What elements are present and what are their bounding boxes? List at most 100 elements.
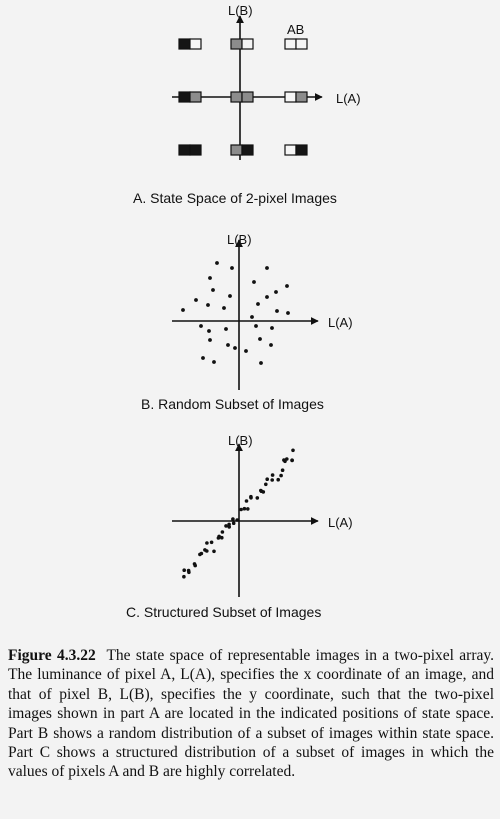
pixel-b <box>189 91 202 103</box>
image-dot <box>216 536 221 540</box>
image-dot <box>211 288 215 292</box>
image-dot <box>194 298 198 302</box>
image-dot <box>187 570 191 575</box>
image-dot <box>231 521 236 525</box>
panel-a-pair-label: AB <box>287 22 304 37</box>
figure-caption-text: The state space of representable images … <box>8 647 494 781</box>
image-dot <box>227 525 231 529</box>
image-dot <box>285 457 289 461</box>
pixel-a <box>284 91 297 103</box>
two-pixel-image <box>284 91 308 103</box>
two-pixel-image <box>284 144 308 156</box>
image-dot <box>242 506 247 511</box>
panel-b-random-subset: L(B) L(A) B. Random Subset of Images <box>141 232 353 412</box>
pixel-b <box>295 38 308 50</box>
figure-caption: Figure 4.3.22 The state space of represe… <box>8 646 494 782</box>
image-dot <box>275 309 279 313</box>
image-dot <box>255 496 260 500</box>
image-dot <box>269 343 273 347</box>
image-dot <box>181 308 185 312</box>
image-dot <box>254 324 258 328</box>
image-dot <box>270 473 275 477</box>
image-dot <box>215 261 219 265</box>
panel-b-dots <box>181 261 290 365</box>
panel-b-caption: B. Random Subset of Images <box>141 396 324 412</box>
image-dot <box>265 295 269 299</box>
pixel-b <box>189 38 202 50</box>
pixel-a <box>178 38 191 50</box>
image-dot <box>265 266 269 270</box>
image-dot <box>259 361 263 365</box>
image-dot <box>274 290 278 294</box>
panel-b-y-axis-label: L(B) <box>227 232 252 247</box>
image-dot <box>280 468 285 473</box>
image-dot <box>208 338 212 342</box>
panel-c-caption: C. Structured Subset of Images <box>126 604 321 620</box>
image-dot <box>279 473 283 478</box>
image-dot <box>224 524 228 528</box>
image-dot <box>291 448 295 453</box>
pixel-b <box>189 144 202 156</box>
image-dot <box>258 337 262 341</box>
image-dot <box>209 540 214 545</box>
image-dot <box>244 349 248 353</box>
image-dot <box>206 303 210 307</box>
image-dot <box>230 266 234 270</box>
image-dot <box>220 535 224 540</box>
pixel-a <box>230 144 243 156</box>
image-dot <box>228 294 232 298</box>
image-dot <box>220 530 225 534</box>
panel-c-dots <box>182 448 295 579</box>
image-dot <box>224 327 228 331</box>
image-dot <box>285 284 289 288</box>
image-dot <box>239 507 243 512</box>
two-pixel-image <box>178 91 202 103</box>
image-dot <box>207 329 211 333</box>
pixel-a <box>230 91 243 103</box>
two-pixel-image <box>230 91 254 103</box>
image-dot <box>193 563 197 568</box>
image-dot <box>270 478 275 482</box>
pixel-a <box>230 38 243 50</box>
panel-a-x-axis-label: L(A) <box>336 91 361 106</box>
image-dot <box>212 549 216 554</box>
image-dot <box>286 311 290 315</box>
image-dot <box>265 477 270 482</box>
image-dot <box>226 343 230 347</box>
image-dot <box>244 499 249 503</box>
image-dot <box>208 276 212 280</box>
image-dot <box>252 280 256 284</box>
image-dot <box>205 549 209 553</box>
image-dot <box>222 306 226 310</box>
image-dot <box>182 568 186 572</box>
image-dot <box>256 302 260 306</box>
image-dot <box>182 574 186 579</box>
panel-b-x-axis-label: L(A) <box>328 315 353 330</box>
image-dot <box>201 356 205 360</box>
two-pixel-image <box>230 38 254 50</box>
two-pixel-image <box>178 144 202 156</box>
panel-a-state-space: L(B) L(A) AB A. State Space of 2-pixel I… <box>133 3 361 206</box>
image-dot <box>205 541 209 545</box>
two-pixel-image <box>230 144 254 156</box>
image-dot <box>231 517 235 521</box>
image-dot <box>212 360 216 364</box>
image-dot <box>249 496 253 500</box>
panel-c-structured-subset: L(B) L(A) C. Structured Subset of Images <box>126 433 353 620</box>
pixel-b <box>241 144 254 156</box>
image-dot <box>264 482 268 487</box>
pixel-a <box>178 144 191 156</box>
image-dot <box>290 458 294 463</box>
image-dot <box>235 518 239 522</box>
image-dot <box>270 326 274 330</box>
pixel-a <box>178 91 191 103</box>
pixel-b <box>295 144 308 156</box>
panel-c-y-axis-label: L(B) <box>228 433 253 448</box>
pixel-b <box>295 91 308 103</box>
two-pixel-image <box>178 38 202 50</box>
panel-a-y-axis-label: L(B) <box>228 3 253 18</box>
image-dot <box>199 324 203 328</box>
figure-number: Figure 4.3.22 <box>8 647 96 664</box>
image-dot <box>199 551 204 556</box>
pixel-b <box>241 91 254 103</box>
